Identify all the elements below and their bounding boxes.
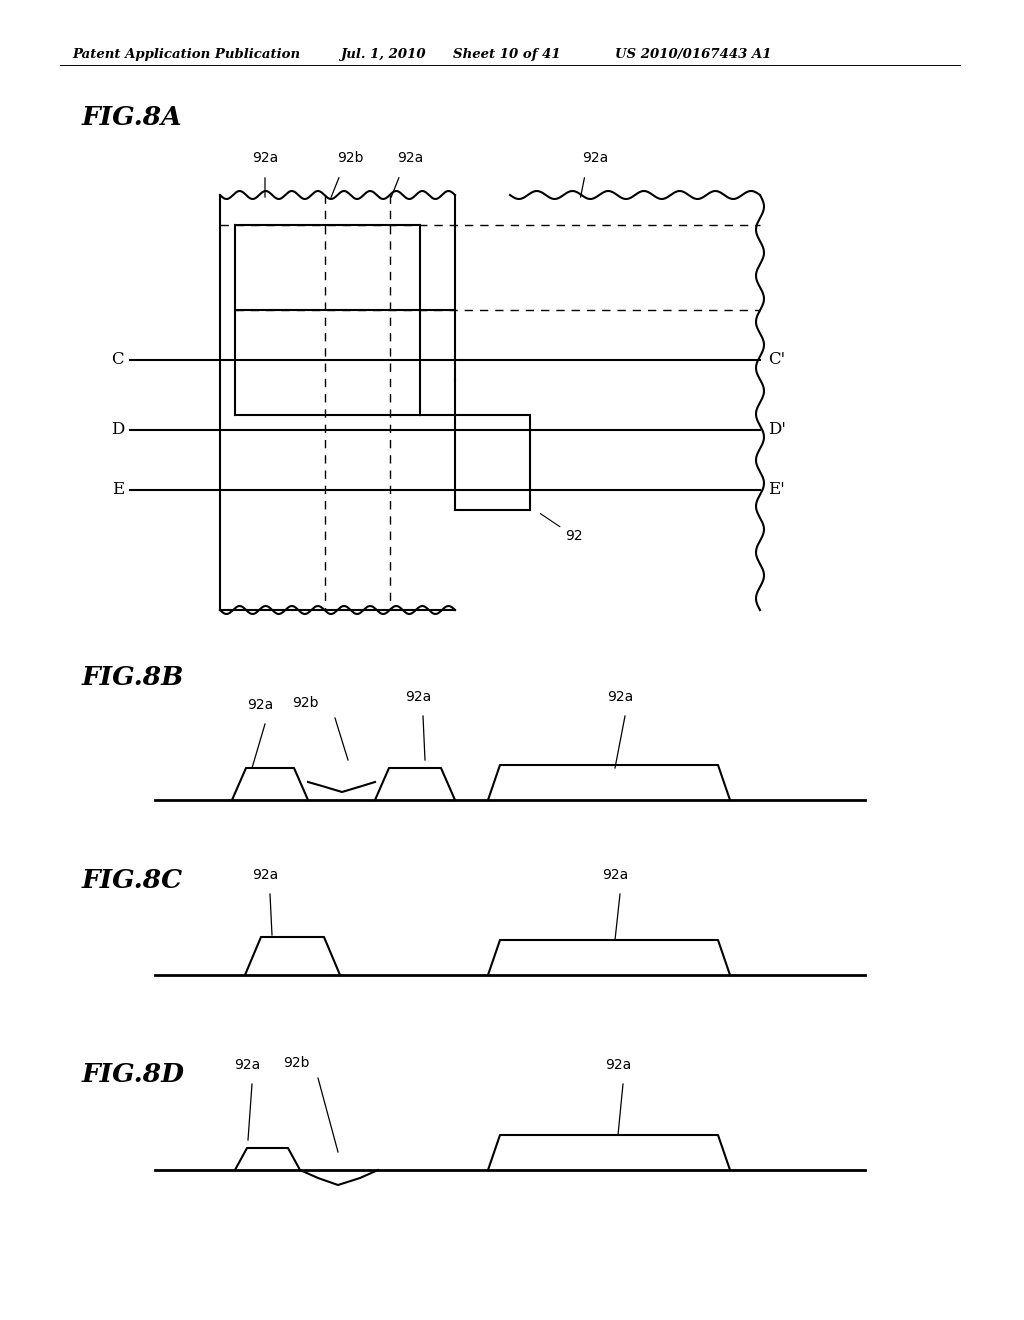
Text: FIG.8A: FIG.8A <box>82 106 182 129</box>
Text: 92a: 92a <box>252 150 279 165</box>
Text: Jul. 1, 2010: Jul. 1, 2010 <box>340 48 426 61</box>
Text: FIG.8B: FIG.8B <box>82 665 184 690</box>
Text: 92: 92 <box>541 513 583 543</box>
Text: 92b: 92b <box>283 1056 309 1071</box>
Text: 92a: 92a <box>233 1059 260 1072</box>
Text: 92a: 92a <box>605 1059 631 1072</box>
Text: C': C' <box>768 351 785 368</box>
Text: E: E <box>112 482 124 499</box>
Text: 92b: 92b <box>337 150 364 165</box>
Text: 92a: 92a <box>582 150 608 165</box>
Text: 92a: 92a <box>247 698 273 711</box>
Text: US 2010/0167443 A1: US 2010/0167443 A1 <box>615 48 771 61</box>
Text: D': D' <box>768 421 785 438</box>
Text: C: C <box>112 351 124 368</box>
Text: 92a: 92a <box>397 150 423 165</box>
Text: 92a: 92a <box>404 690 431 704</box>
Text: FIG.8D: FIG.8D <box>82 1063 185 1086</box>
Text: 92a: 92a <box>607 690 633 704</box>
Text: 92a: 92a <box>602 869 628 882</box>
Text: 92b: 92b <box>292 696 318 710</box>
Text: E': E' <box>768 482 784 499</box>
Text: D: D <box>111 421 124 438</box>
Text: FIG.8C: FIG.8C <box>82 869 183 894</box>
Text: 92a: 92a <box>252 869 279 882</box>
Text: Patent Application Publication: Patent Application Publication <box>72 48 300 61</box>
Text: Sheet 10 of 41: Sheet 10 of 41 <box>453 48 560 61</box>
